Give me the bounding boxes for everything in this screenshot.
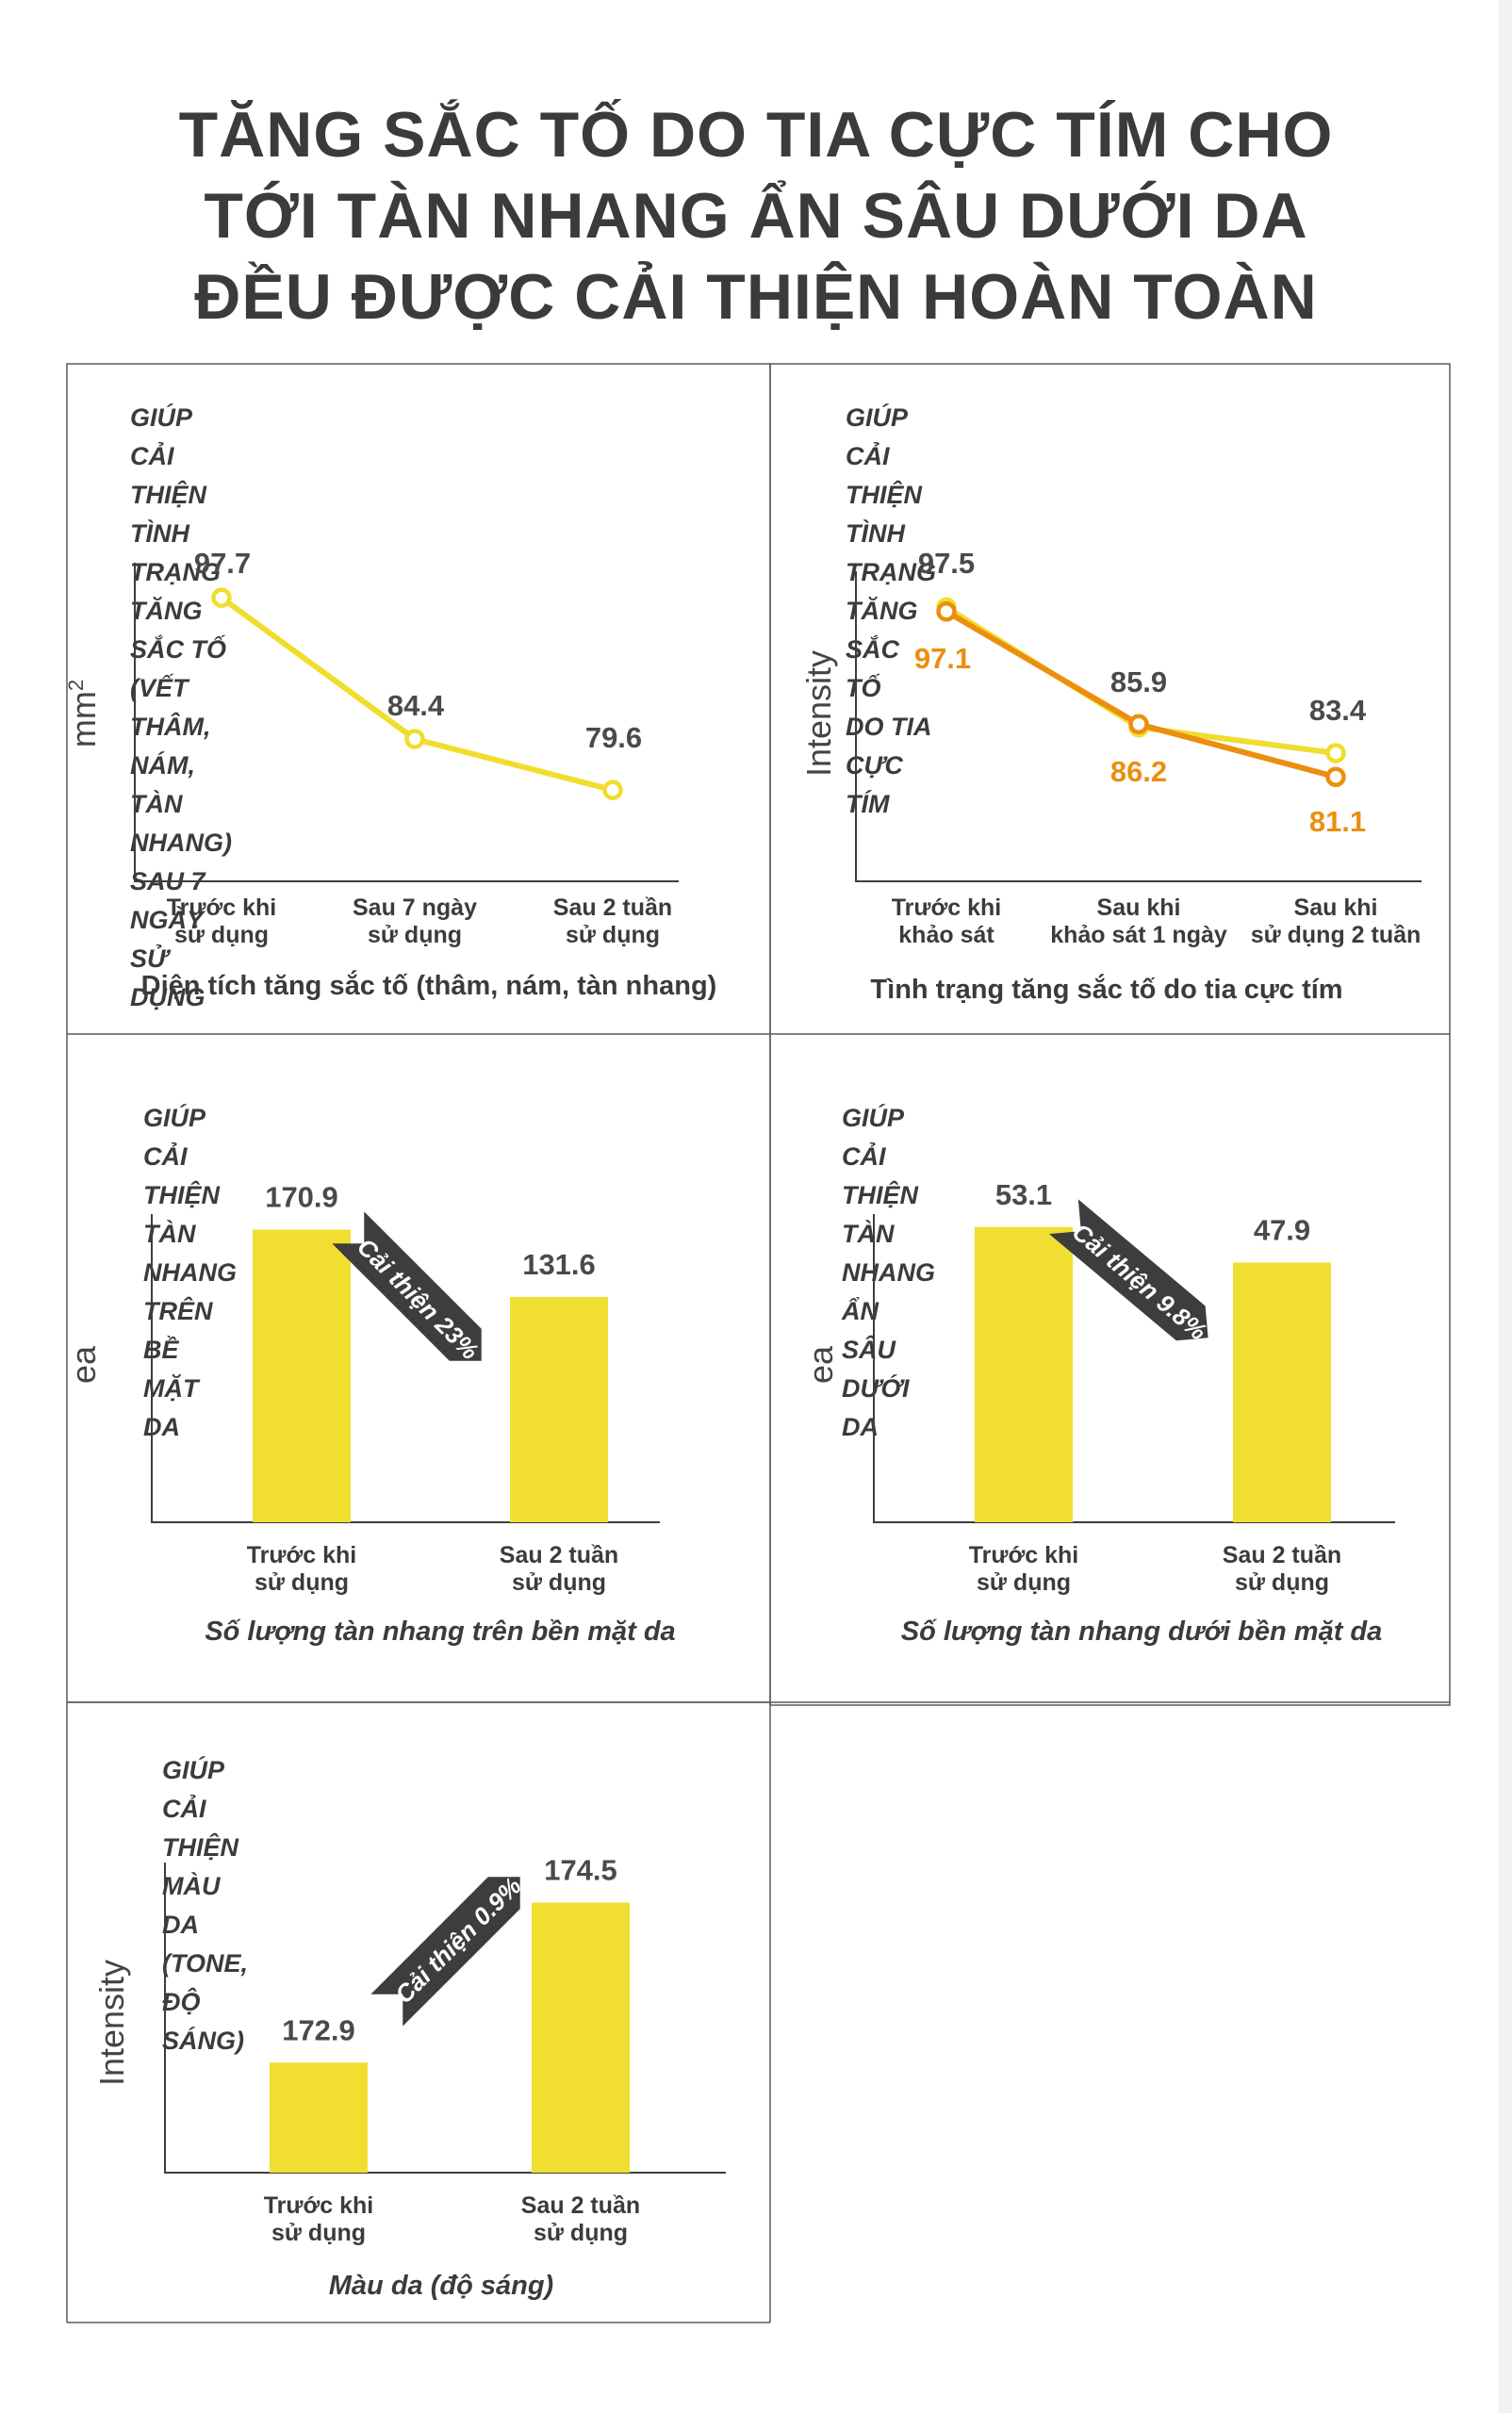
chart-title-2: GIÚP CẢI THIỆN TÌNH TRẠNG TĂNG SẮC TỐ DO… <box>846 399 936 824</box>
chart-title-4: GIÚP CẢI THIỆN TÀN NHANG ẨN SÂU DƯỚI DA <box>842 1099 935 1447</box>
chart-title-3: GIÚP CẢI THIỆN TÀN NHANG TRÊN BỀ MẶT DA <box>143 1099 237 1447</box>
page-title-line-2: TỚI TÀN NHANG ẨN SÂU DƯỚI DA <box>204 180 1308 252</box>
chart-title-4-line-1: GIÚP CẢI THIỆN TÀN NHANG ẨN SÂU DƯỚI DA <box>842 1104 935 1441</box>
page-title-line-1: TĂNG SẮC TỐ DO TIA CỰC TÍM CHO <box>178 99 1334 171</box>
chart-title-1-line-3: SỬ DỤNG <box>130 944 205 1011</box>
page-title: TĂNG SẮC TỐ DO TIA CỰC TÍM CHO TỚI TÀN N… <box>0 94 1512 337</box>
chart-title-2-line-2: DO TIA CỰC TÍM <box>846 713 931 818</box>
chart-title-5: GIÚP CẢI THIỆN MÀU DA (TONE, ĐỘ SÁNG) <box>162 1751 248 2060</box>
chart-title-1-line-2: (VẾT THÂM, NÁM, TÀN NHANG) SAU 7 NGÀY <box>130 674 232 934</box>
chart-title-5-line-1: GIÚP CẢI THIỆN MÀU DA (TONE, ĐỘ SÁNG) <box>162 1756 249 2055</box>
chart-title-3-line-1: GIÚP CẢI THIỆN TÀN NHANG TRÊN BỀ MẶT DA <box>143 1104 237 1441</box>
page-right-edge <box>1499 0 1512 2413</box>
chart-title-1-line-1: GIÚP CẢI THIỆN TÌNH TRẠNG TĂNG SẮC TỐ <box>130 403 227 664</box>
chart-title-1: GIÚP CẢI THIỆN TÌNH TRẠNG TĂNG SẮC TỐ (V… <box>130 399 232 1017</box>
chart-title-2-line-1: GIÚP CẢI THIỆN TÌNH TRẠNG TĂNG SẮC TỐ <box>846 403 936 702</box>
page-title-line-3: ĐỀU ĐƯỢC CẢI THIỆN HOÀN TOÀN <box>194 261 1318 333</box>
